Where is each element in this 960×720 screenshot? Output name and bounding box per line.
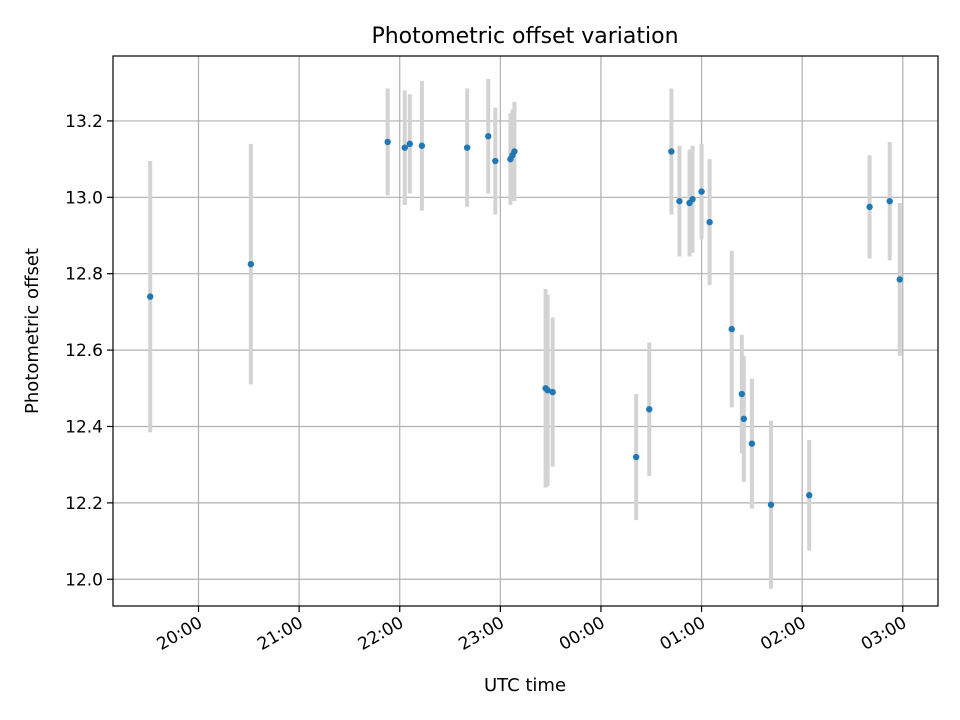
data-point (740, 415, 748, 423)
data-point (492, 157, 499, 165)
data-point (689, 196, 696, 203)
data-point (485, 133, 492, 140)
data-point (247, 260, 255, 268)
data-point (646, 406, 653, 413)
y-tick-label: 13.0 (65, 188, 103, 208)
data-point (767, 501, 775, 508)
data-point (544, 387, 551, 394)
data-point (384, 138, 391, 146)
chart-title: Photometric offset variation (371, 24, 678, 49)
data-point (806, 492, 813, 499)
data-point (698, 188, 705, 195)
data-point (896, 276, 903, 283)
y-axis-ticks: 12.0 12.2 12.4 12.6 12.8 13.0 13.2 (65, 112, 113, 590)
data-point (866, 203, 873, 211)
data-point (418, 142, 426, 149)
data-point (463, 144, 471, 151)
data-point (676, 197, 683, 205)
data-point (886, 197, 893, 205)
x-axis-label: UTC time (484, 675, 566, 696)
data-point (401, 144, 408, 151)
data-points (147, 133, 903, 508)
data-point (549, 388, 556, 396)
y-tick-label: 12.2 (65, 494, 103, 514)
data-point (706, 218, 713, 226)
y-tick-label: 12.8 (65, 265, 103, 285)
data-point (147, 293, 154, 300)
data-point (632, 453, 640, 461)
data-point (406, 140, 413, 148)
y-tick-label: 12.0 (65, 570, 103, 590)
data-point (511, 148, 518, 155)
data-point (728, 325, 735, 333)
y-tick-label: 12.4 (65, 417, 103, 437)
y-tick-label: 12.6 (65, 341, 103, 361)
data-point (668, 148, 675, 155)
y-axis-label: Photometric offset (22, 248, 43, 414)
y-tick-label: 13.2 (65, 112, 103, 132)
data-point (738, 390, 746, 398)
plot-frame (112, 55, 939, 607)
data-point (748, 440, 756, 447)
